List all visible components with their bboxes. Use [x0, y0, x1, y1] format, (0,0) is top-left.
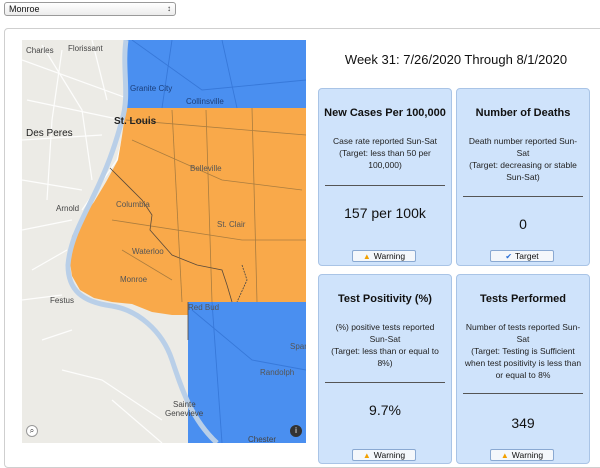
- map-label-florissant: Florissant: [68, 44, 103, 53]
- card-deaths: Number of Deaths Death number reported S…: [456, 88, 590, 266]
- map-label-randolph: Randolph: [260, 368, 295, 377]
- county-select[interactable]: Monroe ↕: [4, 2, 176, 16]
- map-label-sainte: Sainte: [173, 400, 196, 409]
- map-region-target-north: [126, 40, 306, 108]
- status-badge: ▲ Warning: [352, 449, 416, 461]
- card-title: Tests Performed: [480, 293, 566, 305]
- warning-icon: ▲: [362, 252, 371, 261]
- card-title: New Cases Per 100,000: [324, 107, 446, 119]
- map-label-belleville: Belleville: [190, 164, 222, 173]
- map-label-genevieve: Genevieve: [165, 409, 204, 418]
- map-region-target-south: [188, 302, 306, 443]
- divider: [463, 393, 583, 394]
- card-title: Test Positivity (%): [338, 293, 432, 305]
- map-label-st-louis: St. Louis: [114, 116, 157, 127]
- warning-icon: ▲: [362, 451, 371, 460]
- card-tests-performed: Tests Performed Number of tests reported…: [456, 274, 590, 464]
- map-label-des-peres: Des Peres: [26, 128, 73, 139]
- warning-icon: ▲: [500, 451, 509, 460]
- map-region-warning: [69, 108, 306, 315]
- card-value: 0: [519, 216, 527, 232]
- check-icon: ✔: [505, 252, 513, 261]
- map-label-festus: Festus: [50, 296, 75, 305]
- divider: [325, 185, 445, 186]
- card-value: 157 per 100k: [344, 205, 426, 221]
- card-new-cases: New Cases Per 100,000 Case rate reported…: [318, 88, 452, 266]
- divider: [463, 196, 583, 197]
- info-icon[interactable]: i: [290, 425, 302, 437]
- card-description: Case rate reported Sun-Sat (Target: less…: [333, 136, 437, 170]
- map-attribution-logo-icon[interactable]: ⌕: [26, 425, 38, 437]
- county-map[interactable]: Charles Florissant Granite City Collinsv…: [22, 40, 306, 443]
- map-label-collinsville: Collinsville: [186, 97, 224, 106]
- county-select-value: Monroe: [9, 4, 40, 14]
- map-label-columbia: Columbia: [116, 200, 150, 209]
- map-canvas: [22, 40, 306, 443]
- chevron-updown-icon: ↕: [167, 4, 171, 13]
- status-badge: ▲ Warning: [352, 250, 416, 262]
- map-label-chester: Chester: [248, 435, 277, 443]
- map-label-charles: Charles: [26, 46, 54, 55]
- week-title: Week 31: 7/26/2020 Through 8/1/2020: [344, 52, 568, 67]
- map-label-sparta: Spar: [290, 342, 306, 351]
- status-badge: ✔ Target: [490, 250, 554, 262]
- map-label-red-bud: Red Bud: [188, 303, 220, 312]
- map-label-waterloo: Waterloo: [132, 247, 164, 256]
- card-description: Number of tests reported Sun- Sat (Targe…: [464, 322, 582, 380]
- map-label-monroe: Monroe: [120, 275, 148, 284]
- card-test-positivity: Test Positivity (%) (%) positive tests r…: [318, 274, 452, 464]
- card-description: Death number reported Sun- Sat (Target: …: [468, 136, 578, 182]
- card-title: Number of Deaths: [475, 107, 571, 119]
- card-value: 349: [511, 415, 535, 431]
- map-label-arnold: Arnold: [56, 204, 80, 213]
- card-value: 9.7%: [369, 402, 401, 418]
- status-badge: ▲ Warning: [490, 449, 554, 461]
- map-label-st-clair: St. Clair: [217, 220, 246, 229]
- card-description: (%) positive tests reported Sun-Sat (Tar…: [331, 322, 439, 368]
- divider: [325, 382, 445, 383]
- map-label-granite-city: Granite City: [130, 84, 173, 93]
